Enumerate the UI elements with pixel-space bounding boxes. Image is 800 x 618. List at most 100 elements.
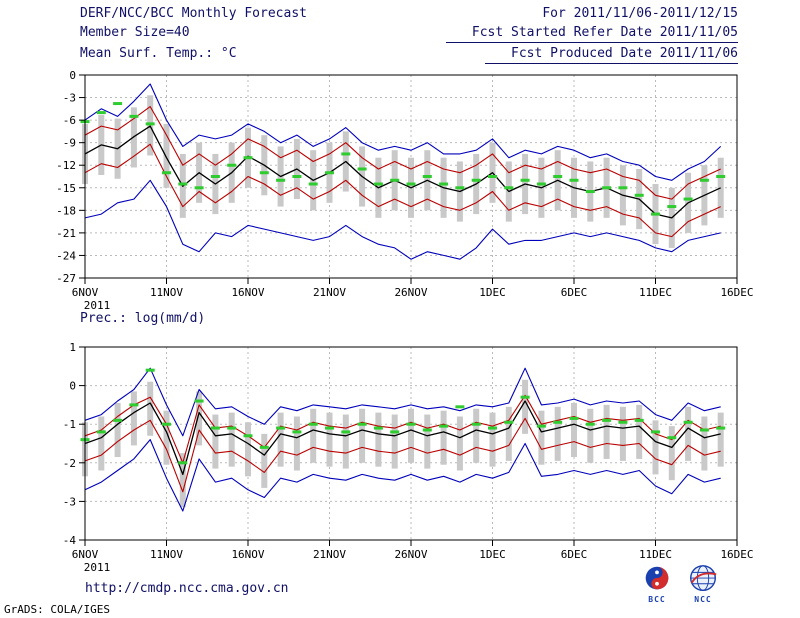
x-tick-label: 11DEC	[639, 286, 672, 299]
y-tick-label: -2	[63, 457, 76, 470]
member-spread-bar	[473, 408, 480, 463]
ensemble-median-marker	[373, 426, 383, 430]
year-label: 2011	[84, 299, 111, 312]
fcst-started-date: Fcst Started Refer Date 2011/11/05	[445, 25, 738, 43]
ensemble-median-marker	[162, 171, 171, 175]
member-spread-bar	[245, 422, 251, 477]
precipitation-ensemble-max-line	[84, 367, 721, 437]
ensemble-median-marker	[634, 418, 644, 422]
forecast-range: For 2011/11/06-2011/12/15	[542, 6, 738, 21]
temperature-ensemble-mean-line	[84, 125, 721, 219]
bcc-logo: BCC	[640, 564, 674, 604]
ensemble-median-marker	[520, 178, 530, 182]
ensemble-median-marker	[162, 422, 171, 426]
x-tick-label: 6DEC	[561, 286, 588, 299]
x-tick-label: 11NOV	[150, 286, 183, 299]
ensemble-median-marker	[618, 186, 628, 190]
ensemble-median-marker	[357, 422, 367, 426]
ensemble-median-marker	[373, 182, 383, 186]
x-tick-label: 11DEC	[639, 548, 672, 561]
ensemble-median-marker	[422, 175, 432, 178]
member-spread-bar	[277, 412, 284, 467]
precipitation-upper-spread-line	[84, 394, 721, 464]
y-tick-label: 0	[69, 380, 76, 393]
ensemble-median-marker	[96, 111, 106, 115]
member-spread-bar	[261, 433, 268, 488]
ensemble-median-marker	[455, 186, 465, 190]
member-spread-bar	[147, 95, 154, 156]
member-spread-bar	[359, 408, 366, 463]
ensemble-median-marker	[178, 182, 188, 186]
ensemble-median-marker	[488, 175, 497, 178]
ensemble-median-marker	[683, 197, 693, 201]
ensemble-median-marker	[569, 416, 579, 420]
x-tick-label: 1DEC	[479, 286, 506, 299]
ensemble-median-marker	[716, 426, 726, 430]
x-tick-label: 6NOV	[72, 548, 99, 561]
ncc-logo-caption: NCC	[694, 595, 712, 604]
ensemble-median-marker	[210, 175, 220, 178]
ensemble-median-marker	[569, 178, 579, 182]
ensemble-median-marker	[194, 186, 204, 190]
member-spread-bar	[668, 426, 675, 481]
x-tick-label: 6NOV	[72, 286, 99, 299]
grads-credit: GrADS: COLA/IGES	[4, 603, 110, 616]
member-spread-bar	[179, 453, 186, 508]
ensemble-median-marker	[113, 102, 123, 106]
ensemble-median-marker	[651, 430, 660, 434]
page-title: DERF/NCC/BCC Monthly Forecast	[80, 6, 307, 21]
ensemble-median-marker	[390, 178, 400, 182]
member-spread-bar	[685, 406, 692, 461]
ensemble-median-marker	[113, 418, 123, 422]
member-spread-bar	[424, 414, 431, 469]
ensemble-median-marker	[602, 418, 612, 422]
ensemble-median-marker	[651, 212, 660, 216]
ensemble-median-marker	[422, 428, 432, 432]
member-spread-bar	[505, 406, 512, 461]
member-spread-bar	[717, 412, 724, 467]
ensemble-median-marker	[520, 395, 530, 399]
ensemble-median-marker	[325, 426, 334, 430]
ensemble-median-marker	[308, 182, 318, 186]
ensemble-median-marker	[406, 422, 416, 426]
member-spread-bar	[456, 416, 463, 471]
ensemble-median-marker	[553, 420, 563, 424]
x-tick-label: 16DEC	[720, 548, 753, 561]
y-tick-label: 1	[69, 341, 76, 354]
ensemble-median-marker	[716, 175, 726, 178]
x-tick-label: 21NOV	[313, 286, 346, 299]
member-spread-bar	[342, 414, 349, 469]
y-tick-label: -12	[56, 159, 76, 172]
member-spread-bar	[701, 416, 708, 471]
temperature-lower-spread-line	[84, 143, 721, 238]
member-spread-bar	[652, 420, 659, 475]
x-tick-label: 21NOV	[313, 548, 346, 561]
footer-logos: BCC NCC	[640, 564, 720, 604]
member-spread-bar	[310, 408, 317, 463]
member-spread-bar	[130, 391, 137, 446]
ensemble-median-marker	[504, 420, 514, 424]
ensemble-median-marker	[292, 175, 302, 178]
ensemble-median-marker	[618, 420, 628, 424]
y-tick-label: -9	[63, 137, 76, 150]
member-spread-bar	[391, 414, 398, 469]
bcc-logo-caption: BCC	[648, 595, 666, 604]
ensemble-median-marker	[536, 424, 546, 428]
member-spread-bar	[196, 391, 203, 446]
ensemble-median-marker	[178, 461, 188, 465]
member-spread-bar	[603, 404, 610, 459]
x-tick-label: 16NOV	[231, 548, 264, 561]
ensemble-median-marker	[455, 405, 465, 409]
ensemble-median-marker	[439, 424, 449, 428]
ensemble-median-marker	[276, 178, 286, 182]
x-tick-label: 1DEC	[479, 548, 506, 561]
ensemble-median-marker	[129, 114, 139, 118]
member-spread-bar	[717, 157, 724, 218]
ensemble-median-marker	[585, 422, 595, 426]
website-url: http://cmdp.ncc.cma.gov.cn	[85, 581, 289, 596]
precipitation-lower-spread-line	[84, 417, 721, 493]
ensemble-median-marker	[667, 205, 677, 209]
ensemble-median-marker	[585, 190, 595, 194]
precipitation-ensemble-min-line	[84, 439, 721, 512]
